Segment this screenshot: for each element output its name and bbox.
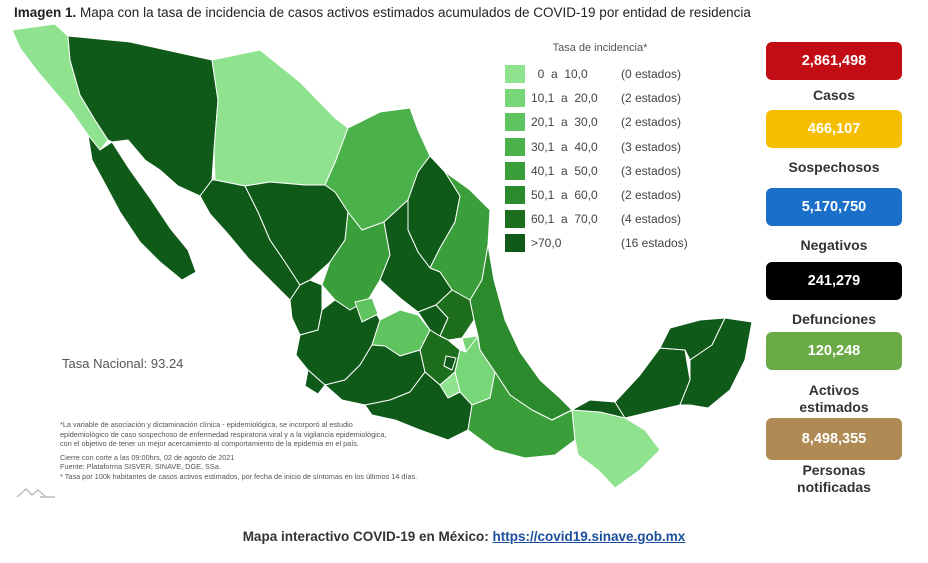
stat-casos-value: 2,861,498 [766,42,902,80]
legend-range: 10,1 a 20,0 [531,91,598,106]
legend-count: (3 estados) [621,163,682,178]
stat-negativos-value: 5,170,750 [766,188,902,226]
stat-activos-value: 120,248 [766,332,902,370]
stat-casos-label: Casos [812,87,856,103]
legend-count: (4 estados) [621,212,682,227]
legend-swatch [505,186,525,205]
note-line: * Tasa por 100k habitantes de casos acti… [60,471,418,481]
stat-sospechosos-label: Sospechosos [788,159,880,175]
page-title: Imagen 1. Mapa con la tasa de incidencia… [14,5,751,20]
stat-sospechosos-value: 466,107 [766,110,902,148]
stat-activos-label: Activos estimados [799,382,869,415]
stat-personas-value: 8,498,355 [766,418,902,460]
state-chiapas[interactable] [571,409,661,489]
legend-count: (3 estados) [621,139,682,154]
stat-defunciones-label: Defunciones [791,311,876,327]
note-line: *La variable de asociación y dictaminaci… [60,420,353,429]
legend: Tasa de incidencia* 0 a 10,0 (0 estados) … [505,42,705,256]
legend-swatch [505,137,525,156]
legend-range: 40,1 a 50,0 [531,163,598,178]
footer-text: Mapa interactivo COVID-19 en México: [242,529,493,544]
legend-range: >70,0 [531,236,562,251]
footer: Mapa interactivo COVID-19 en México: htt… [0,529,928,544]
legend-count: (2 estados) [621,115,682,130]
stat-personas-label: Personas notificadas [797,462,871,495]
legend-item: 50,1 a 60,0 (2 estados) [505,183,705,207]
legend-count: (16 estados) [621,236,688,251]
legend-item: 10,1 a 20,0 (2 estados) [505,86,705,110]
stat-defunciones-value: 241,279 [766,262,902,300]
logo-icon [16,488,55,498]
footnotes: *La variable de asociación y dictaminaci… [60,420,450,482]
legend-item: 40,1 a 50,0 (3 estados) [505,159,705,183]
legend-range: 0 a 10,0 [531,67,588,82]
legend-item: 0 a 10,0 (0 estados) [505,62,705,86]
state-campeche[interactable] [614,347,691,419]
state-baja-california-sur[interactable] [87,134,197,281]
note-line: Cierre con corte a las 09:00hrs, 02 de a… [60,452,235,462]
tasa-nacional: Tasa Nacional: 93.24 [62,356,184,371]
legend-item: 60,1 a 70,0 (4 estados) [505,207,705,231]
legend-item: >70,0 (16 estados) [505,231,705,255]
legend-range: 60,1 a 70,0 [531,212,598,227]
legend-range: 50,1 a 60,0 [531,188,598,203]
note-line: epidemiológico de caso sospechoso de enf… [60,429,387,439]
legend-swatch [505,161,525,180]
note-line: con el objetivo de tener un mejor acerca… [60,439,359,449]
legend-swatch [505,65,525,84]
legend-swatch [505,113,525,132]
state-colima[interactable] [304,369,326,395]
legend-swatch [505,234,525,253]
legend-item: 20,1 a 30,0 (2 estados) [505,110,705,134]
state-chihuahua[interactable] [211,49,349,187]
legend-swatch [505,89,525,108]
legend-count: (0 estados) [621,67,682,82]
legend-range: 30,1 a 40,0 [531,139,598,154]
state-cdmx[interactable] [443,355,457,371]
legend-title: Tasa de incidencia* [552,42,648,54]
legend-swatch [505,210,525,229]
state-aguascalientes[interactable] [354,297,379,323]
covid-map-link[interactable]: https://covid19.sinave.gob.mx [492,529,686,544]
mexico-map [11,23,753,489]
state-quintana-roo[interactable] [679,317,753,409]
note-line: Fuente: Plataforma SISVER, SINAVE, DGE, … [60,462,221,472]
legend-item: 30,1 a 40,0 (3 estados) [505,135,705,159]
stat-negativos-label: Negativos [800,237,868,253]
legend-count: (2 estados) [621,188,682,203]
legend-count: (2 estados) [621,91,682,106]
state-guerrero[interactable] [364,371,473,441]
legend-range: 20,1 a 30,0 [531,115,598,130]
